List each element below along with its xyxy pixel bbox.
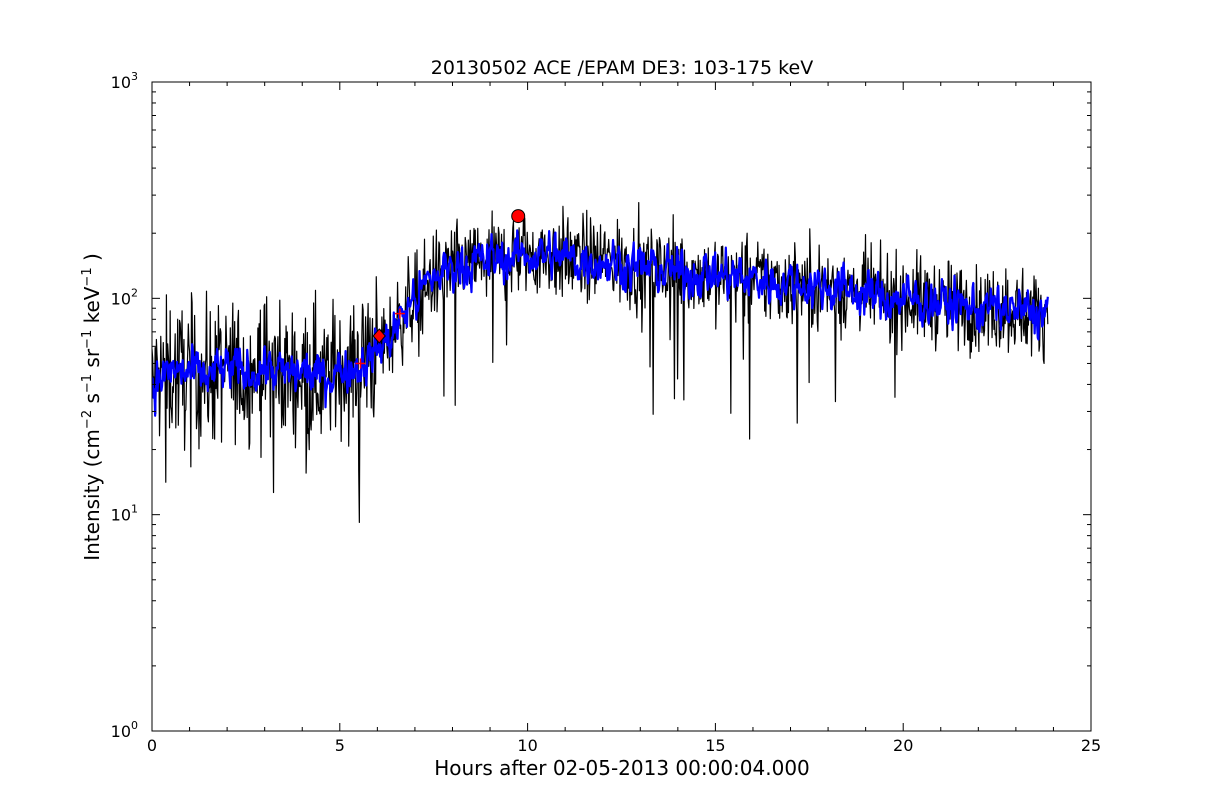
x-tick-label: 15	[705, 736, 725, 755]
y-tick-label: 100	[111, 719, 138, 741]
plot-frame	[151, 81, 1092, 732]
y-axis-label-mid2: sr	[80, 348, 104, 374]
plus-marker	[355, 358, 366, 369]
y-axis-label-sup4: −1	[80, 267, 95, 286]
y-tick-label: 103	[111, 70, 138, 92]
x-tick-label: 25	[1081, 736, 1101, 755]
x-tick-label: 20	[893, 736, 913, 755]
y-axis-label-mid1: s	[80, 393, 104, 410]
plot-area	[152, 201, 1049, 523]
x-axis-label: Hours after 02-05-2013 00:00:04.000	[434, 756, 810, 780]
y-tick-label: 101	[111, 503, 138, 525]
y-axis-label-suffix: )	[80, 253, 104, 267]
peak-marker	[511, 209, 526, 224]
x-tick-label: 5	[335, 736, 345, 755]
onset-marker	[372, 328, 386, 344]
series-smoothed-line	[152, 229, 1049, 417]
y-axis-label: Intensity (cm−2 s−1 sr−1 keV−1 )	[80, 253, 104, 561]
y-tick-label: 102	[111, 286, 138, 308]
chart-title: 20130502 ACE /EPAM DE3: 103-175 keV	[431, 57, 813, 79]
y-axis-label-mid3: keV	[80, 286, 104, 330]
plus-marker	[394, 308, 405, 319]
x-tick-label: 0	[147, 736, 157, 755]
y-axis-label-prefix: Intensity (cm	[80, 429, 104, 561]
y-axis-label-sup2: −1	[80, 374, 95, 393]
x-tick-label: 10	[517, 736, 537, 755]
y-axis-label-sup1: −2	[80, 410, 95, 429]
y-axis-label-sup3: −1	[80, 330, 95, 349]
